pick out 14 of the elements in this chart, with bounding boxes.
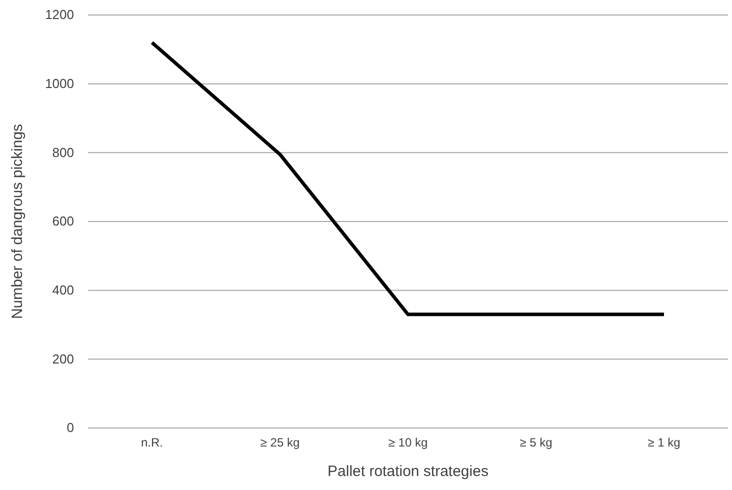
y-tick-label: 0 bbox=[66, 420, 74, 436]
y-tick-label: 1000 bbox=[45, 76, 74, 91]
x-tick-label: ≥ 5 kg bbox=[520, 436, 552, 450]
y-tick-label: 600 bbox=[52, 214, 74, 229]
y-axis-title: Number of dangrous pickings bbox=[9, 124, 26, 320]
x-axis-title: Pallet rotation strategies bbox=[328, 463, 488, 480]
y-tick-label: 1200 bbox=[45, 7, 74, 22]
x-tick-label: ≥ 10 kg bbox=[388, 436, 428, 450]
x-tick-label: ≥ 25 kg bbox=[260, 436, 300, 450]
y-tick-label: 200 bbox=[52, 351, 74, 366]
x-tick-label: ≥ 1 kg bbox=[648, 436, 680, 450]
y-tick-label: 800 bbox=[52, 144, 74, 160]
y-tick-label: 400 bbox=[52, 282, 74, 298]
x-tick-label: n.R. bbox=[140, 436, 164, 450]
